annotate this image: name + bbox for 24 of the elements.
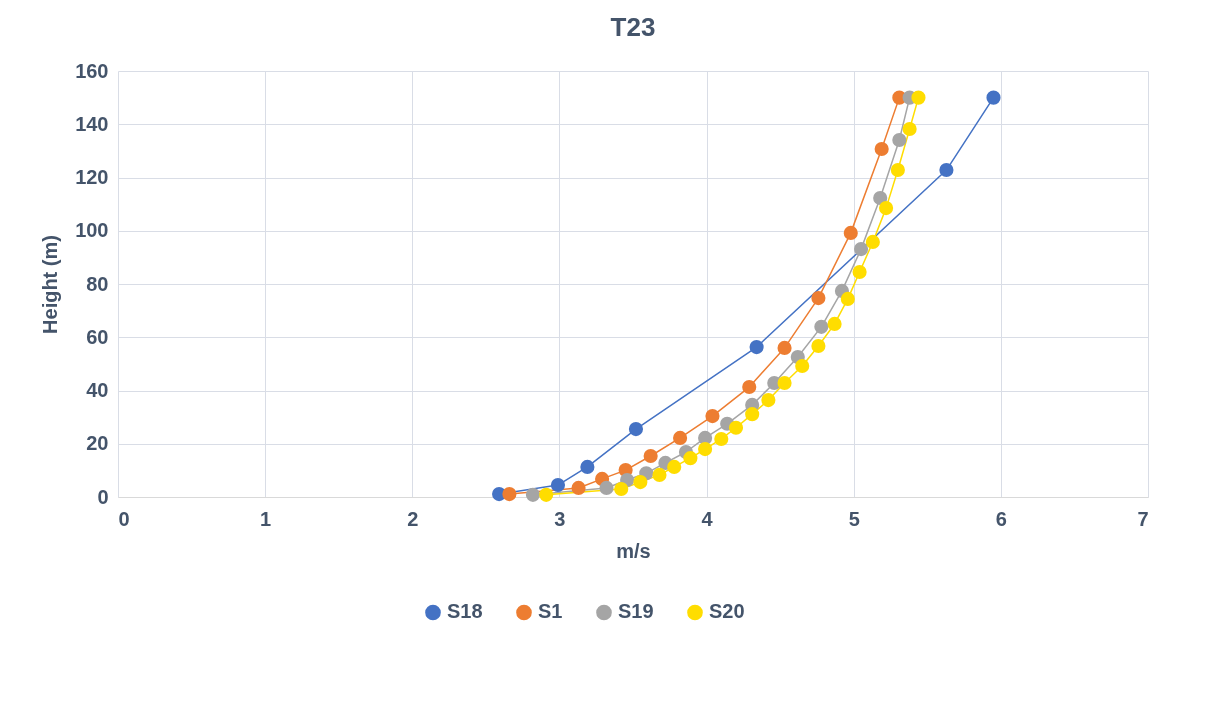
y-tick-label: 160 [75,59,109,82]
y-tick-label: 120 [75,166,109,188]
legend-label: S20 [709,600,745,623]
legend-label: S18 [447,600,483,623]
x-tick-label: 2 [407,507,419,530]
x-tick-label: 6 [995,507,1007,530]
y-tick-label: 80 [86,272,109,295]
x-axis-title: m/s [616,539,651,562]
x-tick-label: 7 [1137,507,1149,530]
chart-title: T23 [610,12,656,42]
x-tick-label: 3 [554,507,566,530]
y-axis-title: Height (m) [39,235,62,334]
legend-label: S19 [618,600,654,623]
y-tick-label: 60 [86,325,109,348]
x-tick-label: 4 [701,507,714,530]
y-tick-label: 40 [86,379,109,401]
legend-label: S1 [538,600,563,623]
x-tick-label: 0 [118,507,130,530]
x-tick-label: 1 [260,507,272,530]
y-tick-label: 140 [75,112,109,135]
x-tick-label: 5 [848,507,860,530]
y-tick-label: 100 [75,219,109,242]
y-tick-label: 20 [86,432,109,455]
y-tick-label: 0 [97,485,109,508]
